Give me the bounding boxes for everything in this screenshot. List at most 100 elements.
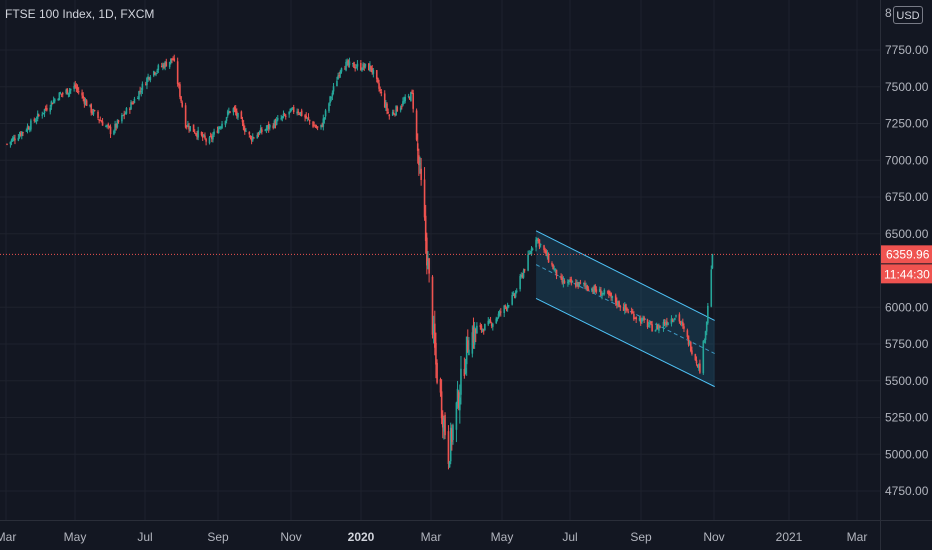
candle-body [472, 327, 475, 343]
candle-body [296, 111, 298, 114]
candle-body [663, 322, 666, 325]
candle-body [627, 311, 630, 313]
candle-body [631, 312, 634, 314]
candle-body [385, 103, 387, 108]
candle-body [567, 281, 569, 284]
candle-body [515, 290, 518, 293]
candle-body [76, 86, 79, 90]
candle-body [160, 66, 163, 68]
candle-body [383, 93, 386, 107]
candle-body [408, 97, 411, 100]
candle-body [298, 113, 301, 115]
candle-body [332, 86, 335, 92]
candle-body [546, 253, 549, 258]
candle-body [394, 114, 396, 116]
candle-body [512, 293, 515, 295]
candle-body [634, 317, 636, 319]
candle-body [499, 311, 502, 313]
candle-body [22, 132, 24, 134]
candle-body [345, 62, 347, 71]
time-tick-label: Mar [847, 530, 868, 544]
candle-body [419, 163, 421, 165]
candle-body [656, 324, 659, 330]
candle-body [428, 258, 430, 274]
candle-body [600, 290, 602, 296]
candle-body [35, 119, 38, 121]
candle-body [577, 282, 579, 288]
candle-body [217, 127, 220, 134]
candle-body [321, 125, 323, 127]
candle-body [433, 323, 436, 348]
candle-body [559, 276, 561, 278]
candle-body [121, 115, 123, 122]
candle-body [306, 117, 309, 119]
candle-body [521, 274, 524, 277]
candle-body [353, 62, 355, 68]
candle-body [362, 63, 364, 70]
candle-body [555, 269, 558, 276]
candle-body [292, 107, 295, 113]
price-tick-label: 4750.00 [885, 484, 929, 498]
candle-body [85, 100, 88, 106]
candle-body [377, 78, 379, 83]
candle-body [522, 270, 525, 278]
candle-body [484, 323, 486, 331]
currency-button[interactable]: USD [893, 6, 923, 24]
candle-body [371, 68, 374, 73]
candle-body [424, 215, 427, 241]
candle-body [579, 282, 582, 284]
candle-body [537, 239, 540, 241]
price-tick-label: 7500.00 [885, 80, 929, 94]
candle-body [435, 342, 437, 365]
candle-body [106, 125, 108, 127]
candle-body [418, 155, 420, 166]
candle-body [539, 244, 542, 246]
candle-body [410, 92, 412, 101]
candle-body [507, 305, 510, 307]
candle-body [570, 279, 573, 284]
candle-body [97, 111, 99, 118]
candle-body [234, 108, 237, 113]
candle-body [312, 121, 314, 127]
candle-body [432, 324, 435, 334]
candle-body [184, 105, 187, 128]
candle-body [30, 120, 32, 130]
candle-body [11, 138, 14, 142]
candle-body [520, 274, 523, 277]
candle-body [240, 111, 243, 119]
last-price-line: 6359.96 11:44:30 [0, 245, 932, 284]
candle-body [81, 92, 83, 96]
candle-body [137, 98, 139, 100]
candle-body [269, 124, 271, 128]
candle-body [337, 75, 339, 80]
time-tick-label: May [491, 530, 514, 544]
candle-body [179, 84, 181, 97]
candle-body [519, 276, 521, 290]
candle-body [593, 286, 595, 294]
candle-body [66, 88, 69, 95]
candle-body [84, 100, 87, 105]
candle-body [650, 321, 652, 324]
candle-body [440, 391, 443, 419]
candle-body [99, 120, 102, 122]
candle-body [591, 288, 593, 291]
candle-body [315, 126, 318, 128]
candle-body [114, 124, 116, 131]
candle-body [320, 124, 322, 128]
candle-body [113, 130, 115, 135]
candle-body [655, 325, 658, 330]
candle-body [683, 326, 685, 329]
candle-body [402, 101, 404, 106]
candle-body [361, 69, 363, 71]
candle-body [386, 103, 388, 111]
candle-body [471, 332, 474, 354]
candle-body [170, 58, 172, 63]
candle-body [535, 239, 537, 248]
channel-lower-line [535, 297, 715, 388]
candle-body [276, 118, 279, 120]
candle-body [630, 311, 633, 313]
candle-body [281, 116, 284, 119]
candle-body [369, 64, 371, 72]
